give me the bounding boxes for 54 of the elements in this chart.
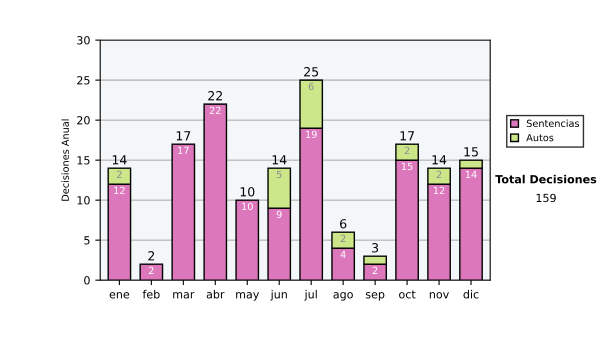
y-tick-label: 25 — [77, 76, 90, 85]
data-label: 5 — [276, 170, 282, 178]
total-label: 14 — [112, 155, 127, 164]
x-tick-label: abr — [206, 290, 224, 298]
total-label: 14 — [432, 155, 446, 164]
total-label: 25 — [304, 67, 318, 77]
total-label: 17 — [400, 131, 414, 140]
data-label: 12 — [434, 186, 444, 194]
x-tick-label: nov — [430, 292, 449, 298]
data-label: 2 — [436, 170, 442, 178]
y-tick-label: 10 — [78, 196, 90, 205]
data-label: 2 — [148, 266, 154, 274]
data-label: 4 — [340, 250, 346, 258]
x-tick-label: jul — [304, 290, 317, 301]
y-tick-label: 15 — [78, 156, 90, 165]
total-label: 15 — [464, 147, 478, 157]
total-label: 10 — [240, 187, 254, 197]
x-tick-label: oct — [399, 290, 416, 298]
data-label: 22 — [210, 106, 220, 114]
x-tick-label: feb — [142, 290, 160, 298]
y-tick-label: 0 — [84, 276, 90, 285]
data-label: 15 — [402, 162, 412, 170]
data-label: 12 — [114, 186, 125, 194]
data-label: 19 — [306, 130, 317, 138]
x-tick-label: sep — [366, 292, 384, 301]
y-tick-label: 5 — [84, 236, 90, 245]
text: Total Decisiones — [495, 174, 596, 184]
data-label: 6 — [308, 82, 314, 90]
x-tick-label: ago — [333, 292, 353, 301]
data-label: 2 — [340, 234, 346, 242]
x-tick-label: jun — [270, 290, 287, 301]
text: 159 — [536, 194, 556, 202]
y-tick-label: 20 — [77, 116, 90, 125]
data-label: 2 — [372, 266, 378, 274]
total-label: 2 — [148, 251, 154, 260]
data-label: 2 — [404, 146, 410, 154]
data-label: 2 — [117, 170, 122, 178]
y-tick-label: 30 — [77, 36, 90, 44]
data-label: 10 — [242, 202, 253, 210]
total-label: 14 — [272, 155, 286, 164]
total-label: 3 — [372, 243, 378, 253]
x-tick-label: dic — [464, 290, 478, 298]
total-label: 6 — [340, 219, 346, 229]
data-label: 9 — [276, 210, 282, 218]
x-tick-label: mar — [173, 292, 194, 298]
data-label: 14 — [466, 170, 477, 178]
total-label: 17 — [176, 131, 190, 140]
total-label: 22 — [208, 91, 222, 100]
legend-label: Autos — [526, 134, 554, 142]
legend-label: Sentencias — [526, 119, 580, 128]
y-axis-title: Decisiones Anual — [61, 119, 69, 201]
x-tick-label: ene — [110, 292, 130, 298]
data-label: 17 — [178, 146, 189, 154]
x-tick-label: may — [236, 292, 260, 301]
